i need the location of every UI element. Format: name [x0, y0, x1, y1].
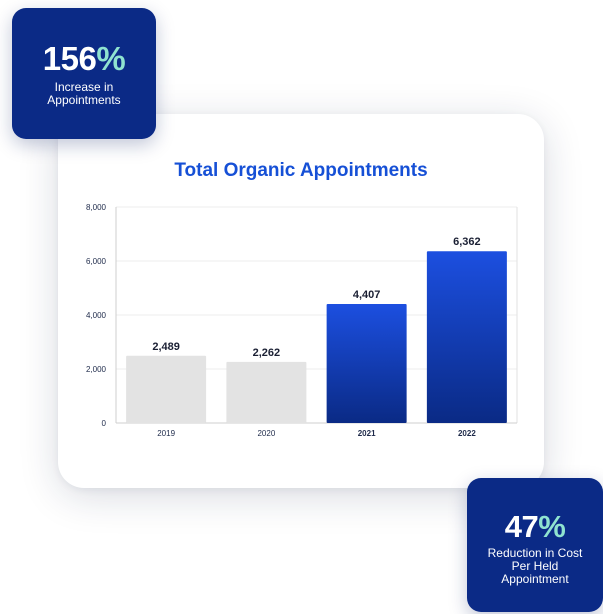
- stat-reduction-label: Reduction in Cost Per Held Appointment: [487, 546, 583, 586]
- bars: [126, 251, 507, 423]
- data-label-2020: 2,262: [253, 347, 281, 359]
- y-tick-label: 8,000: [86, 203, 107, 212]
- y-tick-label: 6,000: [86, 257, 107, 266]
- chart-title: Total Organic Appointments: [174, 160, 428, 181]
- stat-card-reduction: 47% Reduction in Cost Per Held Appointme…: [467, 478, 603, 612]
- bar-2022: [426, 251, 507, 423]
- data-label-2022: 6,362: [453, 236, 481, 248]
- y-tick-label: 2,000: [86, 365, 107, 374]
- x-tick-label-2021: 2021: [358, 429, 376, 438]
- x-tick-label-2022: 2022: [458, 429, 476, 438]
- stat-card-increase: 156% Increase in Appointments: [12, 8, 156, 139]
- stat-increase-value: 156%: [42, 40, 126, 77]
- data-label-2019: 2,489: [152, 341, 180, 353]
- data-label-2021: 4,407: [353, 289, 381, 301]
- y-tick-label: 0: [102, 419, 107, 428]
- bar-2021: [326, 304, 407, 423]
- stat-increase-label: Increase in Appointments: [47, 80, 121, 107]
- stat-reduction-value: 47%: [504, 509, 566, 544]
- bar-2020: [226, 361, 307, 423]
- x-tick-label-2019: 2019: [157, 429, 175, 438]
- y-tick-label: 4,000: [86, 311, 107, 320]
- bar-2019: [126, 355, 207, 423]
- labels: 0 2,000 4,000 6,000 8,000 2,489 2019 2,262 2020 4…: [86, 203, 481, 438]
- x-tick-label-2020: 2020: [257, 429, 275, 438]
